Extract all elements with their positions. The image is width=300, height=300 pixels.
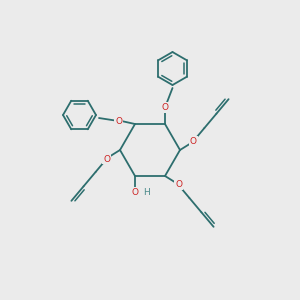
Text: O: O xyxy=(175,181,182,190)
Text: O: O xyxy=(103,154,110,164)
Text: O: O xyxy=(161,103,169,112)
Text: O: O xyxy=(131,188,139,197)
Text: H: H xyxy=(143,188,150,197)
Text: O: O xyxy=(115,116,122,125)
Text: O: O xyxy=(190,136,197,146)
